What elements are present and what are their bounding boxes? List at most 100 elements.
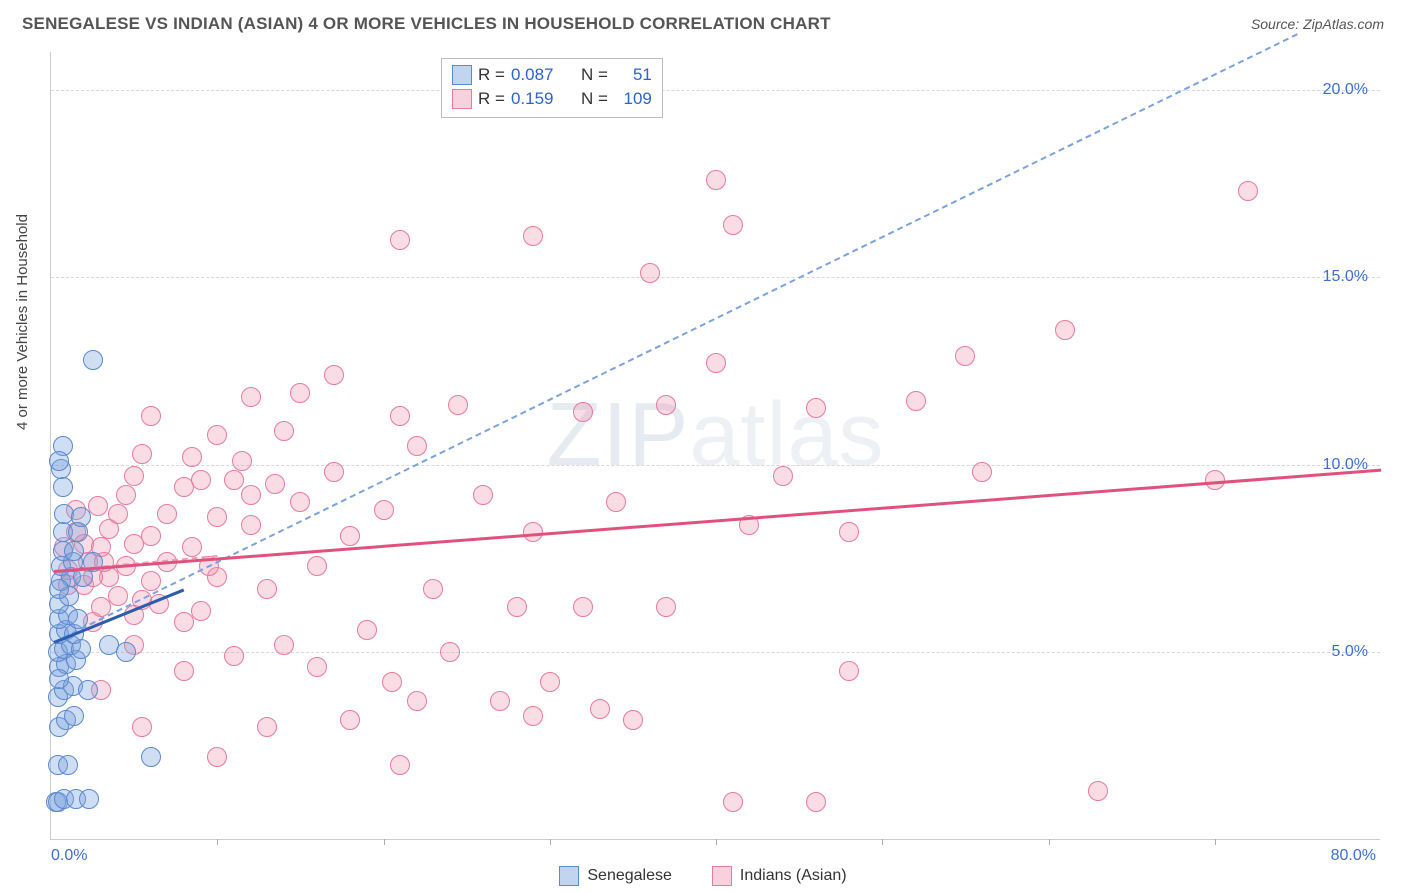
scatter-point xyxy=(224,646,244,666)
scatter-point xyxy=(324,462,344,482)
legend-label: Indians (Asian) xyxy=(740,867,847,885)
scatter-point xyxy=(374,500,394,520)
scatter-point xyxy=(357,620,377,640)
scatter-point xyxy=(53,477,73,497)
scatter-point xyxy=(207,425,227,445)
scatter-point xyxy=(58,755,78,775)
scatter-point xyxy=(307,657,327,677)
scatter-point xyxy=(390,755,410,775)
scatter-point xyxy=(141,406,161,426)
x-tick xyxy=(882,839,883,845)
scatter-point xyxy=(191,470,211,490)
x-min-label: 0.0% xyxy=(51,847,87,865)
scatter-point xyxy=(232,451,252,471)
scatter-point xyxy=(207,507,227,527)
r-value: 0.087 xyxy=(511,65,565,85)
scatter-point xyxy=(241,485,261,505)
r-label: R = xyxy=(478,65,505,85)
legend-label: Senegalese xyxy=(587,867,672,885)
scatter-point xyxy=(71,507,91,527)
scatter-point xyxy=(49,579,69,599)
n-label: N = xyxy=(581,65,608,85)
chart-title: SENEGALESE VS INDIAN (ASIAN) 4 OR MORE V… xyxy=(22,14,831,34)
scatter-point xyxy=(656,597,676,617)
header: SENEGALESE VS INDIAN (ASIAN) 4 OR MORE V… xyxy=(0,0,1406,48)
scatter-point xyxy=(606,492,626,512)
scatter-point xyxy=(157,504,177,524)
scatter-point xyxy=(241,515,261,535)
scatter-point xyxy=(265,474,285,494)
scatter-point xyxy=(141,747,161,767)
scatter-point xyxy=(132,717,152,737)
scatter-point xyxy=(257,579,277,599)
x-tick xyxy=(716,839,717,845)
scatter-point xyxy=(88,496,108,516)
scatter-point xyxy=(274,635,294,655)
scatter-point xyxy=(182,447,202,467)
gridline-horizontal xyxy=(51,277,1380,278)
scatter-point xyxy=(473,485,493,505)
scatter-point xyxy=(290,492,310,512)
scatter-point xyxy=(79,789,99,809)
scatter-point xyxy=(656,395,676,415)
scatter-point xyxy=(955,346,975,366)
scatter-point xyxy=(906,391,926,411)
scatter-point xyxy=(440,642,460,662)
scatter-point xyxy=(124,466,144,486)
scatter-point xyxy=(49,669,69,689)
x-tick xyxy=(1049,839,1050,845)
stats-row: R =0.159N =109 xyxy=(452,87,652,111)
swatch-icon xyxy=(712,866,732,886)
scatter-point xyxy=(839,661,859,681)
scatter-point xyxy=(623,710,643,730)
legend-item-senegalese: Senegalese xyxy=(559,866,672,886)
scatter-point xyxy=(390,406,410,426)
swatch-icon xyxy=(452,65,472,85)
y-tick-label: 20.0% xyxy=(1323,81,1368,99)
scatter-point xyxy=(773,466,793,486)
scatter-point xyxy=(1088,781,1108,801)
scatter-point xyxy=(407,436,427,456)
scatter-point xyxy=(116,642,136,662)
x-tick xyxy=(1215,839,1216,845)
scatter-point xyxy=(207,747,227,767)
scatter-point xyxy=(640,263,660,283)
scatter-point xyxy=(573,597,593,617)
stats-box: R =0.087N =51R =0.159N =109 xyxy=(441,58,663,118)
y-tick-label: 15.0% xyxy=(1323,268,1368,286)
scatter-point xyxy=(540,672,560,692)
source-name: ZipAtlas.com xyxy=(1303,16,1384,32)
scatter-point xyxy=(590,699,610,719)
scatter-point xyxy=(706,353,726,373)
scatter-point xyxy=(490,691,510,711)
scatter-point xyxy=(108,586,128,606)
trend-line xyxy=(54,33,1298,643)
scatter-point xyxy=(224,470,244,490)
scatter-point xyxy=(324,365,344,385)
scatter-point xyxy=(340,710,360,730)
scatter-point xyxy=(141,526,161,546)
y-tick-label: 5.0% xyxy=(1332,643,1368,661)
n-label: N = xyxy=(581,89,608,109)
scatter-point xyxy=(1055,320,1075,340)
scatter-point xyxy=(407,691,427,711)
scatter-point xyxy=(132,444,152,464)
scatter-point xyxy=(382,672,402,692)
scatter-point xyxy=(174,661,194,681)
y-axis-label: 4 or more Vehicles in Household xyxy=(14,214,31,430)
scatter-point xyxy=(290,383,310,403)
scatter-point xyxy=(182,537,202,557)
scatter-point xyxy=(274,421,294,441)
scatter-point xyxy=(706,170,726,190)
swatch-icon xyxy=(559,866,579,886)
source-attribution: Source: ZipAtlas.com xyxy=(1251,16,1384,32)
scatter-point xyxy=(507,597,527,617)
scatter-point xyxy=(241,387,261,407)
scatter-point xyxy=(723,792,743,812)
source-prefix: Source: xyxy=(1251,16,1303,32)
scatter-point xyxy=(573,402,593,422)
scatter-point xyxy=(972,462,992,482)
x-tick xyxy=(217,839,218,845)
scatter-point xyxy=(307,556,327,576)
scatter-point xyxy=(108,504,128,524)
